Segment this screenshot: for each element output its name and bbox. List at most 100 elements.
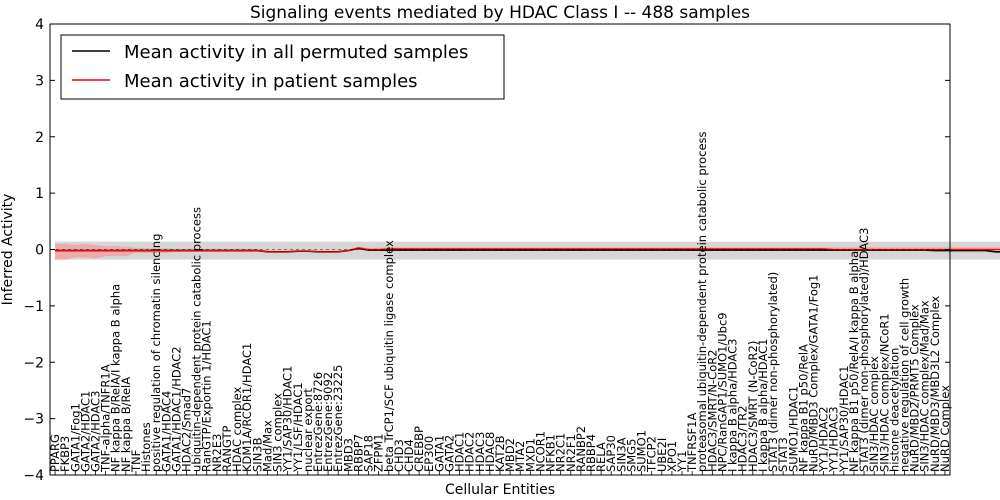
y-tick-label: 3 bbox=[35, 73, 44, 89]
x-tick-label: HDAC complex bbox=[230, 386, 244, 472]
x-tick-label: KDM1A/RCOR1/HDAC1 bbox=[240, 343, 254, 472]
x-tick-label: YY1/SAP30/HDAC1 bbox=[837, 366, 851, 473]
x-axis-label: Cellular Entities bbox=[445, 482, 555, 498]
legend: Mean activity in all permuted samples Me… bbox=[60, 34, 505, 100]
x-tick-label: positive regulation of chromatin silenci… bbox=[149, 234, 163, 472]
x-tick-label: GATA2 bbox=[442, 435, 456, 472]
x-tick-label: SIN3A bbox=[614, 437, 628, 472]
x-tick-label: SIN3 complex bbox=[271, 393, 285, 472]
x-tick-label: negative regulation of cell growth bbox=[898, 278, 912, 472]
x-tick-label: I kappa B alpha/HDAC3 bbox=[726, 339, 740, 472]
x-tick-label: NuRD/MBD3/MBD3L2 Complex bbox=[928, 296, 942, 472]
x-tick-label: SUMO1 bbox=[635, 430, 649, 472]
y-tick-label: −2 bbox=[23, 355, 44, 371]
x-tick-label: HDAC3/TR2 bbox=[736, 405, 750, 472]
x-tick-label: SIN3/HDAC complex bbox=[867, 356, 881, 472]
line-patient bbox=[55, 247, 1000, 253]
x-tick-label: NFKB1 bbox=[544, 434, 558, 472]
x-tick-label: YY1 bbox=[675, 451, 689, 473]
x-tick-label: FKBP3 bbox=[58, 436, 72, 472]
x-tick-label: YY1/LSF/HDAC1 bbox=[291, 382, 305, 473]
x-tick-label: MXD1 bbox=[523, 438, 537, 472]
y-tick-label: 0 bbox=[35, 243, 44, 259]
x-tick-label: RanGTP/Exportin 1/HDAC1 bbox=[200, 320, 214, 472]
y-tick-label: −3 bbox=[23, 412, 44, 428]
y-tick-label: −1 bbox=[23, 299, 44, 315]
y-axis-label: Inferred Activity bbox=[0, 194, 16, 306]
x-tick-label: GATA1 bbox=[432, 435, 446, 472]
x-tick-label: HDAC1 bbox=[453, 432, 467, 472]
x-tick-label: NR2C1 bbox=[554, 433, 568, 472]
x-tick-label: GATA1/HDAC1/HDAC2 bbox=[169, 346, 183, 472]
x-tick-label: nuclear export bbox=[301, 388, 315, 472]
x-tick-label: SAP30 bbox=[604, 435, 618, 472]
x-tick-label: HDAC3/SMRT (N-CoR2) bbox=[746, 341, 760, 472]
x-tick-label: MBD2 bbox=[503, 438, 517, 472]
x-tick-label: HDAC3/SMRT/N-CoR2 bbox=[705, 349, 719, 472]
x-tick-label: YY1/HDAC3 bbox=[827, 406, 841, 473]
x-tick-label: NuRD/MBD3 Complex/GATA1/Fog1 bbox=[807, 275, 821, 473]
x-tick-label: TFCP2 bbox=[645, 436, 659, 473]
x-tick-label: EntrezGene:9092 bbox=[321, 372, 335, 472]
x-tick-label: TNFRSF1A bbox=[685, 413, 699, 473]
x-tick-label: HDAC8 bbox=[483, 432, 497, 472]
x-tick-label: MTA2 bbox=[513, 441, 527, 472]
x-tick-label: ubiquitin-dependent protein catabolic pr… bbox=[190, 207, 204, 472]
x-tick-label: NF kappa B1 p50/RelA/I kappa B alpha bbox=[847, 251, 861, 472]
x-tick-label: I kappa B alpha/HDAC1 bbox=[756, 339, 770, 472]
x-tick-label: RANGTP bbox=[220, 426, 234, 473]
x-tick-label: GATA2/HDAC3 bbox=[89, 391, 103, 472]
x-tick-label: NF kappa B/RelA/I kappa B alpha bbox=[109, 284, 123, 472]
x-tick-label: TNF bbox=[129, 450, 143, 473]
x-tick-label: STAT3 bbox=[776, 437, 790, 472]
x-tick-label: SIN3B bbox=[250, 437, 264, 472]
x-tick-label: UBE2I bbox=[655, 438, 669, 472]
x-tick-label: CHD3 bbox=[392, 439, 406, 472]
x-tick-label: KAT2B bbox=[493, 435, 507, 472]
y-tick-label: −4 bbox=[23, 468, 44, 484]
x-tick-label: SIN3/HDAC complex/NCoR1 bbox=[877, 313, 891, 472]
x-tick-label: NF kappa B1 p50/RelA bbox=[796, 344, 810, 472]
x-tick-label: STAT3 (dimer non-phosphorylated) bbox=[766, 272, 780, 472]
y-tick-label: 1 bbox=[35, 186, 44, 202]
x-tick-label: RELA bbox=[594, 442, 608, 472]
x-tick-label: NF kappa B/RelA bbox=[119, 377, 133, 472]
x-tick-label: YY1/HDAC2 bbox=[817, 406, 831, 473]
y-tick-label: 4 bbox=[35, 17, 44, 33]
x-tick-label: GATA2/HDAC1 bbox=[78, 391, 92, 472]
x-tick-label: TNF-alpha/TNFR1A bbox=[99, 364, 113, 473]
x-tick-label: PPARG bbox=[48, 434, 62, 472]
x-tick-label: SUMO1/HDAC1 bbox=[786, 386, 800, 472]
x-tick-label: SMG5 bbox=[625, 439, 639, 472]
chart-title: Signaling events mediated by HDAC Class … bbox=[250, 3, 750, 23]
legend-box bbox=[60, 34, 505, 100]
x-tick-label: NuRD/MBD2/PRMT5 Complex bbox=[908, 304, 922, 472]
y-tick-label: 2 bbox=[35, 130, 44, 146]
x-tick-label: YY1/SAP30/HDAC1 bbox=[281, 366, 295, 473]
x-tick-label: Mad/Max bbox=[260, 420, 274, 472]
x-tick-label: RBBP7 bbox=[351, 434, 365, 472]
x-tick-label: beta TrCP1/SCF ubiquitin ligase complex bbox=[382, 240, 396, 472]
x-tick-label: EP300 bbox=[422, 436, 436, 472]
x-tick-label: NR2E3 bbox=[210, 434, 224, 473]
x-tick-label: CHD4 bbox=[402, 439, 416, 472]
x-tick-label: GATA1/Fog1 bbox=[68, 403, 82, 472]
x-tick-label: ZFPM1 bbox=[372, 433, 386, 472]
series-lines bbox=[55, 247, 1000, 253]
x-tick-label: SIN3/HDAC complex/Mad/Max bbox=[918, 300, 932, 472]
x-tick-label: STAT3 (dimer non-phosphorylated)/HDAC3 bbox=[857, 228, 871, 472]
x-tick-label: NR2F1 bbox=[564, 434, 578, 472]
x-tick-label: Histones bbox=[139, 422, 153, 472]
legend-label-patient: Mean activity in patient samples bbox=[124, 71, 418, 92]
x-tick-label: MBD3 bbox=[341, 438, 355, 472]
x-tick-label: XPO1 bbox=[665, 441, 679, 472]
x-tick-label: CREBBP bbox=[412, 426, 426, 472]
x-tick-label: proteasomal ubiquitin-dependent protein … bbox=[695, 131, 709, 472]
x-tick-label: EntrezGene:23225 bbox=[331, 365, 345, 472]
x-tick-label: HDAC2 bbox=[463, 432, 477, 472]
x-tick-label: RANBP2 bbox=[574, 426, 588, 472]
band-patient bbox=[55, 243, 1000, 260]
x-tick-label: GATA1/HDAC4 bbox=[159, 391, 173, 472]
x-tick-label: HDAC2/Smad7 bbox=[180, 388, 194, 472]
